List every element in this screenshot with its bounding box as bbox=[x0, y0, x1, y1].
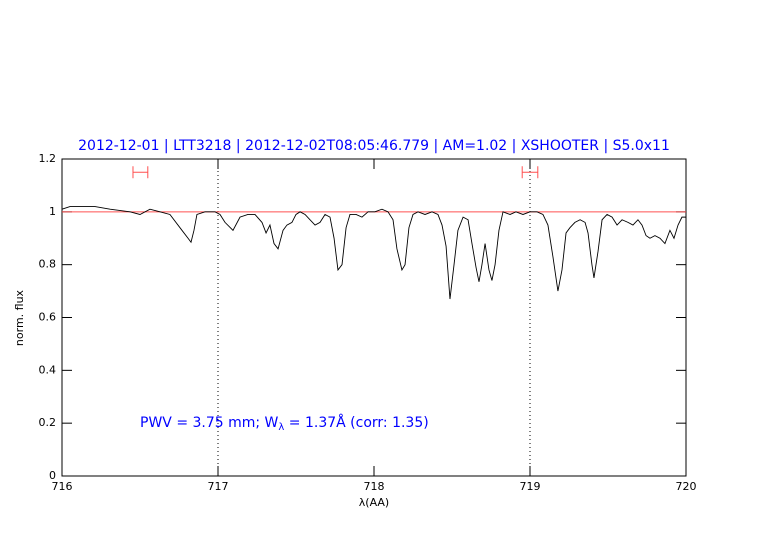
chart-title: 2012-12-01 | LTT3218 | 2012-12-02T08:05:… bbox=[78, 138, 670, 154]
y-tick-label: 0.8 bbox=[39, 258, 57, 271]
spectrum-line bbox=[61, 206, 686, 300]
y-tick-label: 1.2 bbox=[39, 152, 57, 165]
annotation-part: λ bbox=[278, 422, 284, 433]
x-tick-label: 717 bbox=[208, 480, 229, 493]
y-tick-label: 0.6 bbox=[39, 311, 57, 324]
annotation-part: = 1.37Å (corr: 1.35) bbox=[284, 414, 428, 431]
range-marker bbox=[132, 166, 149, 179]
x-tick-label: 716 bbox=[52, 480, 73, 493]
y-tick-label: 0.2 bbox=[39, 416, 57, 429]
y-tick-label: 1 bbox=[49, 205, 56, 218]
y-tick-label: 0 bbox=[49, 469, 56, 482]
x-tick-label: 720 bbox=[676, 480, 697, 493]
y-axis-label: norm. flux bbox=[13, 289, 26, 346]
range-marker bbox=[521, 166, 539, 179]
annotation: PWV = 3.75 mm; Wλ = 1.37Å (corr: 1.35) bbox=[140, 414, 429, 433]
x-axis-label: λ(AA) bbox=[359, 496, 389, 509]
x-tick-label: 719 bbox=[520, 480, 541, 493]
y-tick-label: 0.4 bbox=[39, 363, 57, 376]
annotation-part: PWV = 3.75 mm; W bbox=[140, 415, 279, 431]
x-tick-label: 718 bbox=[364, 480, 385, 493]
